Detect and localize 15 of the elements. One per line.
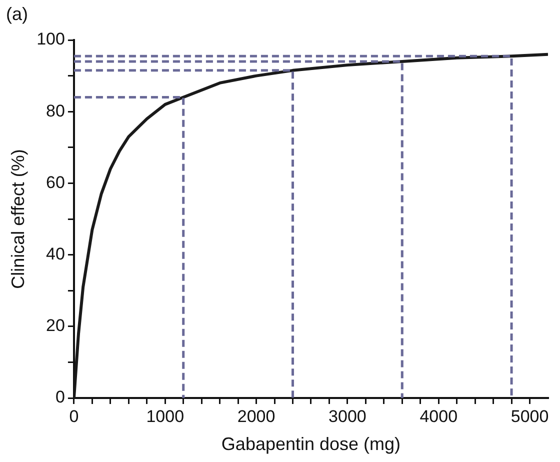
- y-tick-label: 20: [46, 316, 65, 336]
- y-tick-label: 40: [46, 244, 65, 264]
- y-tick-label: 60: [46, 172, 65, 192]
- x-tick-label: 3000: [328, 406, 366, 426]
- x-axis-title: Gabapentin dose (mg): [221, 434, 401, 454]
- x-tick-label: 2000: [237, 406, 276, 426]
- y-tick-label: 80: [46, 101, 65, 120]
- y-tick-label: 100: [36, 30, 65, 49]
- x-tick-label: 1000: [146, 406, 184, 426]
- x-tick-label: 4000: [420, 406, 458, 426]
- text: (a): [6, 4, 28, 24]
- y-tick-label: 0: [55, 388, 65, 407]
- x-tick-label: 0: [69, 406, 79, 426]
- x-tick-label: 5000: [510, 406, 549, 426]
- y-axis-title: Clinical effect (%): [8, 149, 28, 289]
